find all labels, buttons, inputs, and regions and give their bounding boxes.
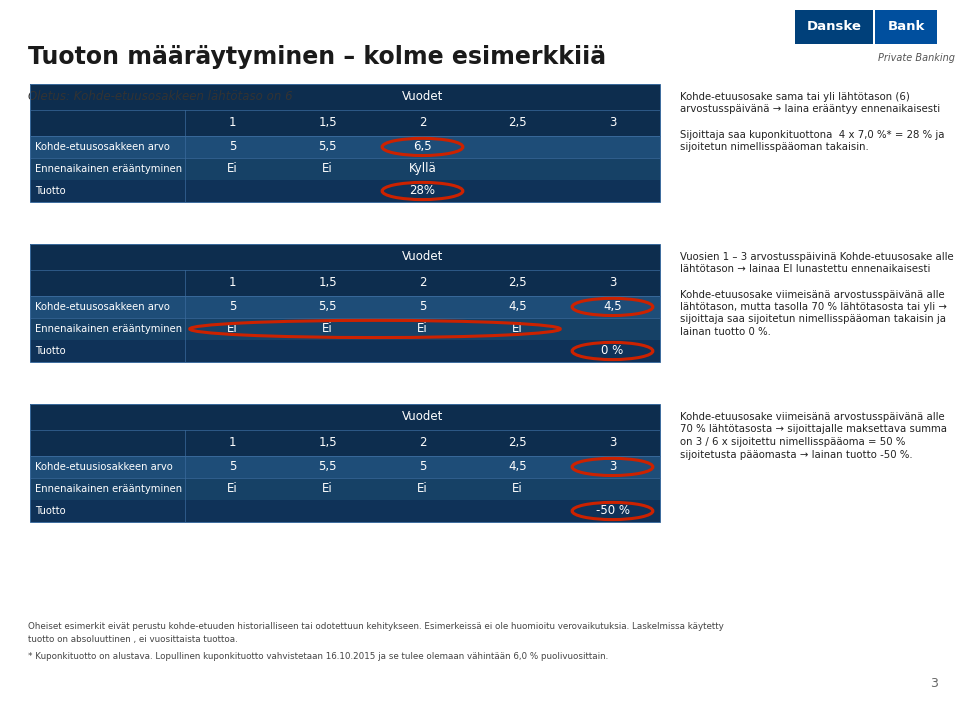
Bar <box>30 456 660 478</box>
Text: Kyllä: Kyllä <box>409 163 437 175</box>
Text: tuotto on absoluuttinen , ei vuosittaista tuottoa.: tuotto on absoluuttinen , ei vuosittaist… <box>28 635 238 644</box>
Text: 2: 2 <box>419 436 426 449</box>
Text: Ei: Ei <box>228 482 238 496</box>
Text: Private Banking: Private Banking <box>877 53 954 63</box>
Text: 1,5: 1,5 <box>318 277 337 289</box>
Text: Ei: Ei <box>418 482 428 496</box>
Bar <box>30 158 660 180</box>
Text: Danske: Danske <box>806 20 861 34</box>
Bar <box>30 296 660 318</box>
Text: Ei: Ei <box>323 482 333 496</box>
Text: 4,5: 4,5 <box>508 301 527 313</box>
Text: 2: 2 <box>419 116 426 130</box>
Text: 4,5: 4,5 <box>508 460 527 473</box>
Text: lainan tuotto 0 %.: lainan tuotto 0 %. <box>680 327 771 337</box>
Text: 5: 5 <box>419 301 426 313</box>
Text: Tuotto: Tuotto <box>35 506 65 516</box>
Text: 1,5: 1,5 <box>318 116 337 130</box>
Bar <box>30 270 660 296</box>
Text: 2,5: 2,5 <box>508 116 527 130</box>
Bar <box>30 478 660 500</box>
Text: 5: 5 <box>228 140 236 153</box>
Text: Ei: Ei <box>418 322 428 336</box>
Text: lähtötason → lainaa EI lunastettu ennenaikaisesti: lähtötason → lainaa EI lunastettu ennena… <box>680 265 930 275</box>
Text: 6,5: 6,5 <box>413 140 432 153</box>
Text: 5: 5 <box>228 460 236 473</box>
Text: 3: 3 <box>609 116 616 130</box>
Text: 0 %: 0 % <box>601 344 624 358</box>
Bar <box>30 244 660 270</box>
Text: sijoittaja saa sijoitetun nimellisspääoman takaisin ja: sijoittaja saa sijoitetun nimellisspääom… <box>680 315 946 325</box>
Bar <box>795 10 873 44</box>
Text: sijoitetusta pääomasta → lainan tuotto -50 %.: sijoitetusta pääomasta → lainan tuotto -… <box>680 449 913 460</box>
Text: 5,5: 5,5 <box>319 301 337 313</box>
Text: 5,5: 5,5 <box>319 140 337 153</box>
Text: Ennenaikainen erääntyminen: Ennenaikainen erääntyminen <box>35 484 182 494</box>
Text: 3: 3 <box>609 460 616 473</box>
Text: 1: 1 <box>228 277 236 289</box>
Bar <box>30 110 660 136</box>
Text: Kohde-etuusosake viimeisänä arvostusspäivänä alle: Kohde-etuusosake viimeisänä arvostusspäi… <box>680 412 945 422</box>
Bar <box>30 404 660 430</box>
Text: arvostusspäivänä → laina erääntyy ennenaikaisesti: arvostusspäivänä → laina erääntyy ennena… <box>680 104 940 115</box>
Text: 5: 5 <box>419 460 426 473</box>
Text: 3: 3 <box>609 436 616 449</box>
Text: lähtötason, mutta tasolla 70 % lähtötasosta tai yli →: lähtötason, mutta tasolla 70 % lähtötaso… <box>680 302 947 312</box>
Text: 4,5: 4,5 <box>603 301 622 313</box>
Text: sijoitetun nimellisspääoman takaisin.: sijoitetun nimellisspääoman takaisin. <box>680 142 869 152</box>
Bar <box>30 404 660 522</box>
Text: 3: 3 <box>930 677 938 690</box>
Text: 2,5: 2,5 <box>508 277 527 289</box>
Bar <box>30 318 660 340</box>
Text: Oletus: Kohde-etuusosakkeen lähtötaso on 6: Oletus: Kohde-etuusosakkeen lähtötaso on… <box>28 90 293 103</box>
Text: Ei: Ei <box>512 322 523 336</box>
Text: Ei: Ei <box>228 322 238 336</box>
Text: 5: 5 <box>228 301 236 313</box>
Bar <box>30 84 660 110</box>
Text: on 3 / 6 x sijoitettu nimellisspääoma = 50 %: on 3 / 6 x sijoitettu nimellisspääoma = … <box>680 437 905 447</box>
Text: Kohde-etuusosake sama tai yli lähtötason (6): Kohde-etuusosake sama tai yli lähtötason… <box>680 92 910 102</box>
Text: Oheiset esimerkit eivät perustu kohde-etuuden historialliseen tai odotettuun keh: Oheiset esimerkit eivät perustu kohde-et… <box>28 622 724 631</box>
Bar <box>30 180 660 202</box>
Text: 1: 1 <box>228 436 236 449</box>
Text: Kohde-etuusosake viimeisänä arvostusspäivänä alle: Kohde-etuusosake viimeisänä arvostusspäi… <box>680 289 945 299</box>
Text: Vuodet: Vuodet <box>402 91 444 103</box>
Bar <box>30 136 660 158</box>
Text: Vuodet: Vuodet <box>402 251 444 263</box>
Bar <box>875 10 937 44</box>
Text: Ennenaikainen erääntyminen: Ennenaikainen erääntyminen <box>35 164 182 174</box>
Text: Vuosien 1 – 3 arvostusspäivinä Kohde-etuusosake alle: Vuosien 1 – 3 arvostusspäivinä Kohde-etu… <box>680 252 953 262</box>
Text: Vuodet: Vuodet <box>402 410 444 424</box>
Text: 5,5: 5,5 <box>319 460 337 473</box>
Bar <box>30 430 660 456</box>
Text: Tuoton määräytyminen – kolme esimerkkiiä: Tuoton määräytyminen – kolme esimerkkiiä <box>28 45 606 69</box>
Bar <box>30 244 660 362</box>
Text: Kohde-etuusosakkeen arvo: Kohde-etuusosakkeen arvo <box>35 142 170 152</box>
Bar <box>30 500 660 522</box>
Text: Tuotto: Tuotto <box>35 346 65 356</box>
Text: * Kuponkituotto on alustava. Lopullinen kuponkituotto vahvistetaan 16.10.2015 ja: * Kuponkituotto on alustava. Lopullinen … <box>28 652 609 661</box>
Text: 3: 3 <box>609 277 616 289</box>
Text: 2,5: 2,5 <box>508 436 527 449</box>
Text: Sijoittaja saa kuponkituottona  4 x 7,0 %* = 28 % ja: Sijoittaja saa kuponkituottona 4 x 7,0 %… <box>680 130 945 139</box>
Text: Ei: Ei <box>228 163 238 175</box>
Text: Kohde-etuusiosakkeen arvo: Kohde-etuusiosakkeen arvo <box>35 462 173 472</box>
Bar <box>30 84 660 202</box>
Text: Tuotto: Tuotto <box>35 186 65 196</box>
Text: 2: 2 <box>419 277 426 289</box>
Text: 70 % lähtötasosta → sijoittajalle maksettava summa: 70 % lähtötasosta → sijoittajalle makset… <box>680 425 947 434</box>
Text: Bank: Bank <box>887 20 924 34</box>
Text: 1: 1 <box>228 116 236 130</box>
Text: -50 %: -50 % <box>595 505 630 517</box>
Bar <box>30 340 660 362</box>
Text: Ei: Ei <box>512 482 523 496</box>
Text: 28%: 28% <box>410 184 436 198</box>
Text: Ei: Ei <box>323 163 333 175</box>
Text: Ei: Ei <box>323 322 333 336</box>
Text: Kohde-etuusosakkeen arvo: Kohde-etuusosakkeen arvo <box>35 302 170 312</box>
Text: Ennenaikainen erääntyminen: Ennenaikainen erääntyminen <box>35 324 182 334</box>
Text: 1,5: 1,5 <box>318 436 337 449</box>
